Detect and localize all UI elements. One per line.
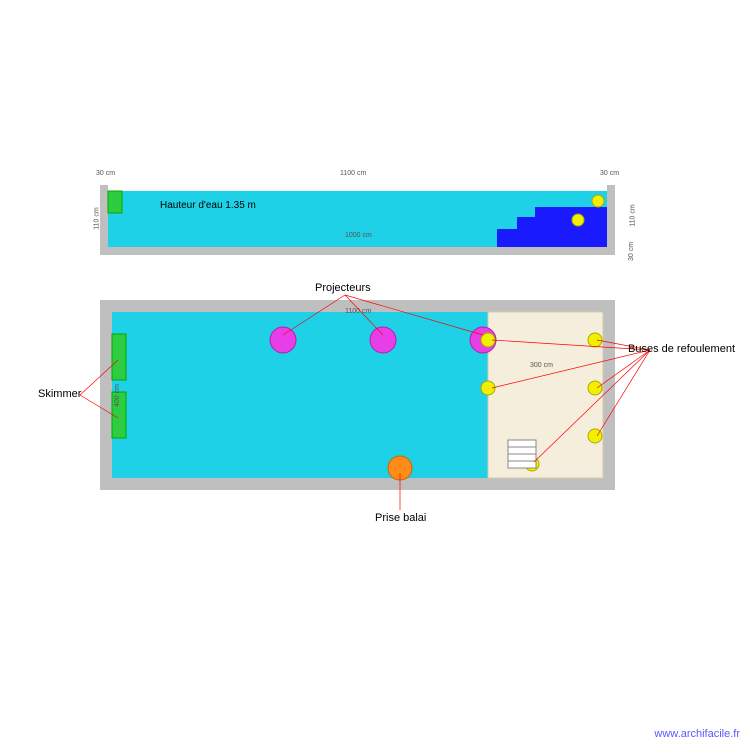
label-prise: Prise balai (375, 512, 426, 524)
label-buses: Buses de refoulement (628, 343, 735, 355)
leaders-svg (0, 0, 750, 750)
watermark: www.archifacile.fr (654, 728, 740, 740)
label-skimmer: Skimmer (38, 388, 81, 400)
label-projecteurs: Projecteurs (315, 282, 371, 294)
